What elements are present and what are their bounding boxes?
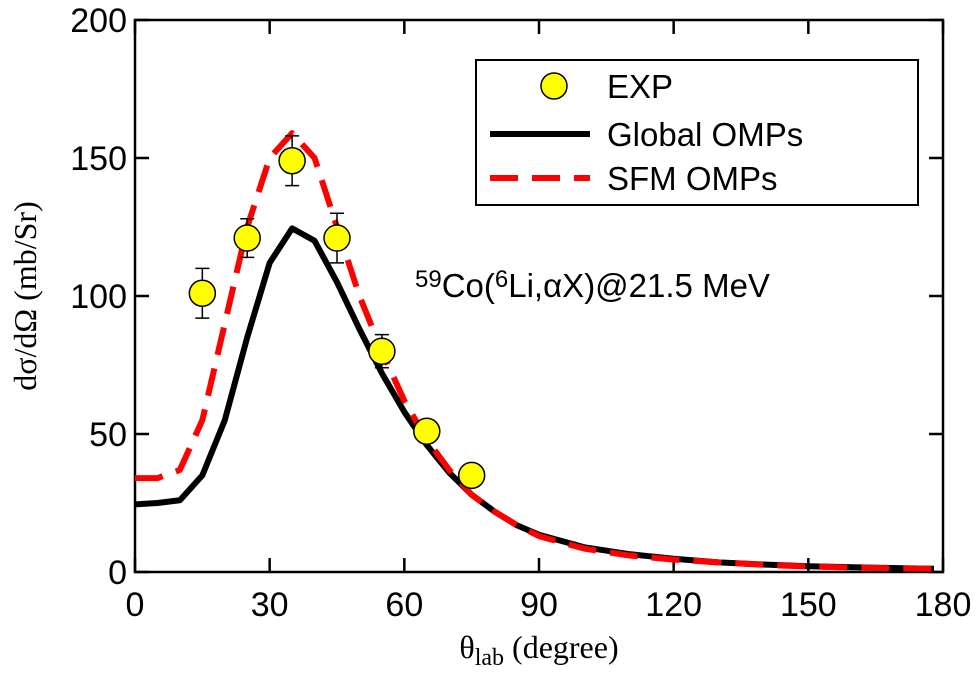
data-point [188, 279, 217, 307]
x-label-part: (degree) [504, 629, 619, 665]
data-point [233, 224, 261, 252]
data-point [278, 147, 306, 175]
annotation-part: Li,αX)@21.5 MeV [508, 267, 770, 304]
legend-label: SFM OMPs [607, 160, 778, 197]
y-tick-label: 0 [108, 554, 127, 592]
legend-marker [540, 72, 568, 100]
data-point [413, 417, 441, 445]
x-tick-label: 120 [645, 586, 702, 624]
y-axis-label: dσ/dΩ (mb/Sr) [7, 201, 43, 390]
y-tick-label: 100 [70, 278, 127, 316]
annotation-part: Co( [442, 267, 495, 304]
x-tick-label: 30 [251, 586, 289, 624]
curve [135, 130, 935, 572]
y-tick-label: 50 [89, 416, 127, 454]
x-label-part: θ [459, 629, 474, 665]
annotation-part: 6 [495, 266, 508, 293]
y-tick-label: 150 [70, 140, 127, 178]
x-axis-label: θlab (degree) [459, 629, 618, 671]
data-point [323, 224, 351, 252]
data-point [368, 337, 396, 365]
x-tick-label: 0 [126, 586, 145, 624]
x-tick-label: 60 [385, 586, 423, 624]
y-tick-label: 200 [70, 2, 127, 40]
legend-label: Global OMPs [607, 116, 803, 153]
legend-label: EXP [607, 68, 673, 105]
x-label-part: lab [475, 645, 504, 671]
x-tick-label: 90 [520, 586, 558, 624]
annotation-part: 59 [415, 266, 442, 293]
x-tick-label: 150 [780, 586, 837, 624]
x-tick-label: 180 [915, 586, 972, 624]
data-point [457, 461, 486, 490]
annotation: 59Co(6Li,αX)@21.5 MeV [415, 266, 770, 304]
